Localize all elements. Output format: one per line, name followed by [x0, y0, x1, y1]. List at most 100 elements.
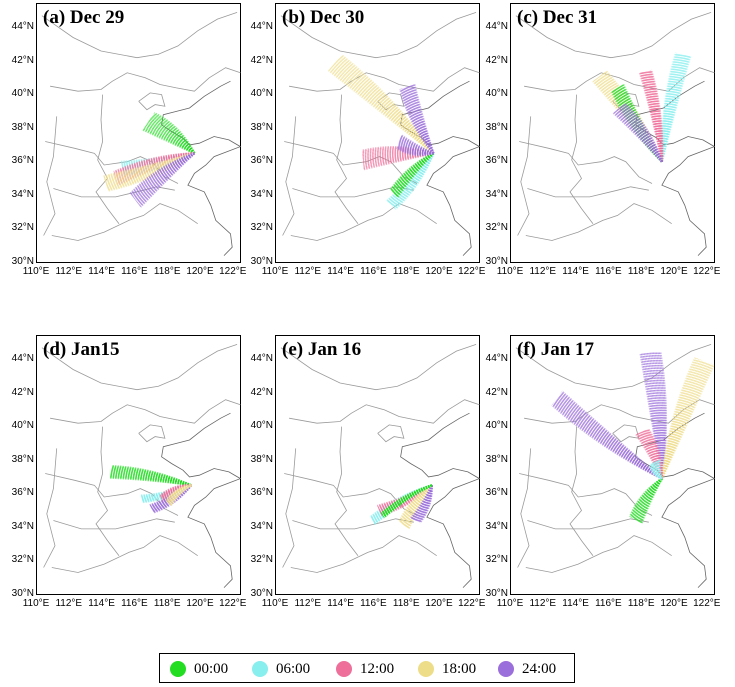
trajectory-line — [660, 357, 698, 479]
latitude-tick-label: 42°N — [11, 386, 34, 398]
trajectory-line — [149, 118, 196, 155]
trajectory-bundle — [551, 390, 663, 480]
trajectory-map-panel: (b) Dec 30 — [275, 3, 481, 263]
legend-swatch — [170, 661, 186, 677]
trajectory-line — [403, 484, 433, 527]
panel-title: (a) Dec 29 — [43, 7, 125, 28]
latitude-tick-label: 34°N — [250, 188, 273, 200]
coastline — [635, 412, 716, 588]
latitude-tick-label: 44°N — [485, 353, 508, 365]
latitude-tick-label: 36°N — [11, 155, 34, 167]
map-canvas — [280, 12, 481, 256]
trajectory-bundle — [635, 428, 664, 480]
longitude-tick-label: 110°E — [496, 598, 524, 609]
trajectory-line — [660, 358, 700, 479]
latitude-tick-label: 40°N — [485, 420, 508, 432]
latitude-tick-label: 32°N — [11, 554, 34, 566]
coastline — [400, 412, 481, 588]
province-border — [43, 448, 58, 568]
trajectory-bundle — [660, 52, 692, 162]
map-canvas — [515, 344, 716, 588]
trajectory-line — [660, 54, 688, 162]
province-border — [43, 116, 58, 236]
longitude-tick-label: 112°E — [294, 266, 322, 277]
latitude-tick-label: 42°N — [250, 54, 273, 66]
trajectory-bundle — [398, 484, 433, 530]
trajectory-line — [660, 357, 697, 479]
longitude-tick-label: 116°E — [595, 266, 622, 277]
province-border — [282, 116, 297, 236]
legend-item-0000: 00:00 — [170, 658, 228, 680]
longitude-tick-label: 120°E — [425, 598, 453, 609]
trajectory-map-panel: (d) Jan15 — [36, 335, 242, 595]
trajectory-line — [333, 62, 435, 155]
trajectory-map-panel: (e) Jan 16 — [275, 335, 481, 595]
longitude-tick-label: 110°E — [22, 598, 50, 609]
province-border — [50, 399, 241, 424]
province-border — [282, 448, 297, 568]
trajectory-line — [639, 353, 663, 479]
trajectory-line — [147, 121, 196, 155]
longitude-tick-label: 112°E — [294, 598, 322, 609]
longitude-tick-label: 110°E — [261, 266, 289, 277]
latitude-tick-label: 42°N — [485, 386, 508, 398]
latitude-tick-label: 42°N — [250, 386, 273, 398]
province-border — [515, 12, 712, 59]
province-border — [290, 535, 437, 573]
trajectory-line — [332, 63, 435, 155]
province-border — [524, 399, 715, 424]
latitude-tick-label: 38°N — [485, 453, 508, 465]
province-border — [95, 94, 120, 224]
trajectory-line — [396, 152, 435, 198]
province-border — [527, 518, 649, 530]
trajectory-line — [139, 152, 196, 208]
province-border — [50, 67, 241, 92]
province-border — [292, 518, 414, 530]
trajectory-line — [641, 353, 663, 479]
longitude-tick-label: 112°E — [529, 266, 557, 277]
coastline — [161, 80, 242, 256]
trajectory-line — [660, 54, 685, 162]
trajectory-line — [150, 117, 196, 154]
trajectory-line — [660, 361, 708, 479]
longitude-tick-label: 122°E — [219, 598, 247, 609]
province-border — [519, 473, 653, 516]
trajectory-bundle — [649, 459, 663, 480]
longitude-tick-label: 118°E — [153, 598, 181, 609]
trajectory-line — [552, 402, 663, 480]
trajectory-line — [151, 114, 196, 154]
province-border — [515, 344, 712, 391]
trajectory-line — [399, 88, 435, 155]
province-border — [517, 448, 532, 568]
latitude-tick-label: 32°N — [11, 222, 34, 234]
trajectory-map-panel: (c) Dec 31 — [510, 3, 716, 263]
trajectory-line — [659, 351, 668, 479]
map-canvas — [515, 12, 716, 256]
latitude-tick-label: 34°N — [11, 520, 34, 532]
longitude-tick-label: 122°E — [693, 266, 721, 277]
trajectory-line — [660, 55, 691, 162]
longitude-tick-label: 116°E — [360, 598, 387, 609]
latitude-tick-label: 30°N — [250, 588, 273, 599]
longitude-tick-label: 112°E — [529, 598, 557, 609]
province-border — [51, 535, 198, 573]
latitude-tick-label: 30°N — [485, 588, 508, 599]
longitude-tick-label: 110°E — [261, 598, 289, 609]
latitude-tick-label: 38°N — [250, 121, 273, 133]
trajectory-line — [660, 53, 684, 162]
trajectory-line — [638, 71, 663, 162]
longitude-tick-label: 110°E — [496, 266, 524, 277]
latitude-tick-label: 42°N — [485, 54, 508, 66]
latitude-tick-label: 34°N — [485, 520, 508, 532]
trajectory-bundle — [165, 484, 192, 507]
trajectory-bundle — [109, 465, 192, 487]
trajectory-line — [151, 115, 196, 154]
longitude-tick-label: 116°E — [595, 598, 622, 609]
province-border — [334, 426, 359, 556]
latitude-tick-label: 36°N — [485, 155, 508, 167]
longitude-tick-label: 116°E — [121, 598, 148, 609]
panel-title: (f) Jan 17 — [517, 339, 595, 360]
trajectory-line — [330, 65, 435, 155]
latitude-tick-label: 38°N — [485, 121, 508, 133]
province-border — [280, 344, 477, 391]
